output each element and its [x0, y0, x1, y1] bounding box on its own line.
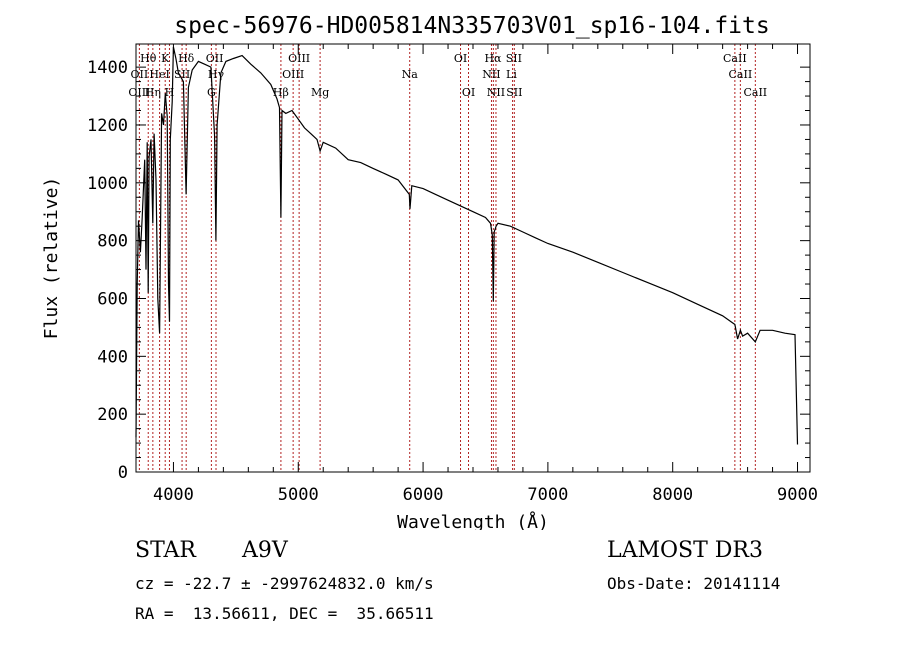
line-label: Hθ [140, 52, 157, 65]
line-label: Hα [484, 52, 502, 65]
object-type: STAR [135, 538, 196, 563]
line-label: H [165, 86, 175, 99]
line-label: CaII [743, 86, 767, 99]
line-label: NII [482, 68, 500, 81]
spectrum-chart: spec-56976-HD005814N335703V01_sp16-104.f… [41, 13, 818, 530]
spectral-subclass: A9V [242, 538, 288, 563]
line-label: Hβ [273, 86, 289, 99]
observation-date: Obs-Date: 20141114 [607, 574, 781, 593]
line-label: CaII [729, 68, 753, 81]
line-label: SII [506, 52, 522, 65]
line-label: OIII [288, 52, 310, 65]
line-label: OIII [282, 68, 304, 81]
line-label: K [161, 52, 170, 65]
x-axis-label: Wavelength (Å) [397, 511, 549, 530]
line-label: Hη [145, 86, 161, 99]
x-tick-label: 8000 [652, 485, 693, 505]
spectrum-line [135, 46, 799, 445]
line-label: CaII [723, 52, 747, 65]
line-label: SII [506, 86, 522, 99]
line-label: OII [131, 68, 149, 81]
line-label: G [207, 86, 216, 99]
x-tick-label: 5000 [278, 485, 319, 505]
plot-frame [135, 43, 811, 473]
y-tick-label: 1000 [87, 174, 128, 194]
x-tick-label: 4000 [153, 485, 194, 505]
line-label: Hδ [178, 52, 195, 65]
x-axis-ticks: 4000 5000 6000 7000 8000 9000 [153, 44, 818, 505]
line-label: NII [487, 86, 505, 99]
y-tick-label: 200 [97, 405, 128, 425]
chart-title: spec-56976-HD005814N335703V01_sp16-104.f… [174, 13, 769, 39]
redshift-readout: cz = -22.7 ± -2997624832.0 km/s [135, 574, 434, 593]
y-tick-label: 400 [97, 347, 128, 367]
line-label: Na [402, 68, 419, 81]
y-tick-label: 1400 [87, 58, 128, 78]
y-tick-label: 0 [118, 463, 128, 483]
line-label: OI [454, 52, 467, 65]
x-tick-label: 9000 [777, 485, 818, 505]
line-label: OI [462, 86, 475, 99]
x-tick-label: 7000 [527, 485, 568, 505]
line-label: OIII [128, 86, 150, 99]
line-label: HeI [149, 68, 169, 81]
line-label: Li [506, 68, 517, 81]
line-label: Mg [311, 86, 329, 99]
line-label: OII [206, 52, 224, 65]
y-tick-label: 800 [97, 232, 128, 252]
coordinates: RA = 13.56611, DEC = 35.66511 [135, 604, 434, 623]
y-tick-label: 600 [97, 289, 128, 309]
survey-name: LAMOST DR3 [607, 538, 763, 563]
emission-line-markers [138, 44, 756, 472]
y-axis-ticks: 0 200 400 600 800 1000 1200 1400 [87, 58, 810, 483]
y-tick-label: 1200 [87, 116, 128, 136]
y-axis-label: Flux (relative) [41, 177, 62, 340]
x-tick-label: 6000 [403, 485, 444, 505]
